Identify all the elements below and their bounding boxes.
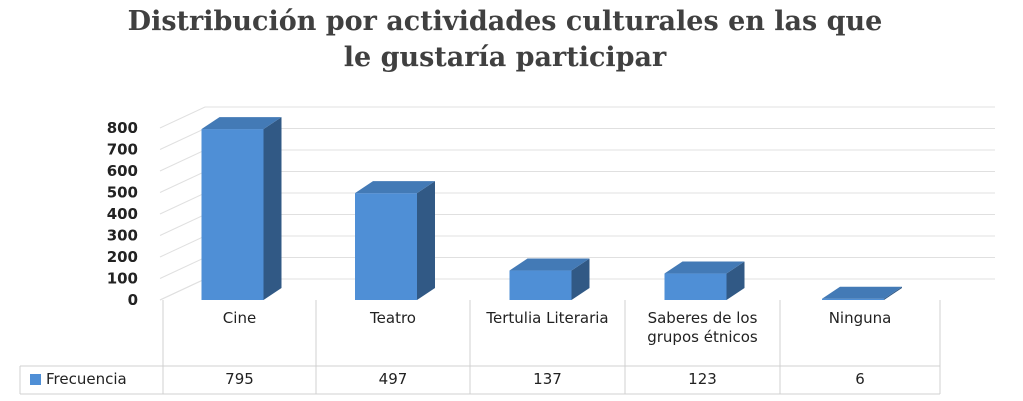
y-tick-label: 500 — [107, 184, 138, 202]
category-label: Tertulia Literaria — [486, 309, 609, 327]
grid-line-segment — [159, 214, 995, 236]
grid-line-segment — [159, 149, 995, 172]
grid-line — [159, 149, 995, 172]
bar-front — [201, 129, 264, 300]
bar — [509, 258, 590, 300]
grid-line — [159, 192, 995, 215]
bar-top — [201, 117, 282, 130]
bar — [201, 117, 282, 300]
bar — [822, 286, 902, 300]
grid-line-segment — [159, 171, 995, 193]
grid-line-segment — [159, 235, 995, 258]
y-tick-label: 800 — [107, 119, 138, 137]
grid-line — [159, 171, 995, 193]
grid-line — [159, 106, 995, 129]
bar-side — [884, 286, 902, 300]
grid-line-segment — [159, 192, 995, 215]
bar-front — [509, 270, 572, 300]
chart-title: le gustaría participar — [344, 42, 667, 73]
y-tick-label: 300 — [107, 227, 138, 245]
bar — [355, 181, 435, 300]
y-tick-label: 700 — [107, 141, 138, 159]
y-tick-label: 0 — [128, 291, 138, 309]
grid-line — [159, 235, 995, 258]
bar — [664, 261, 745, 300]
bar-front — [355, 193, 417, 300]
legend-label: Frecuencia — [46, 370, 127, 388]
y-tick-label: 200 — [107, 248, 138, 266]
grid-line — [159, 128, 995, 150]
grid-line-segment — [159, 106, 995, 129]
bar-top — [822, 286, 902, 299]
table-value: 497 — [378, 370, 408, 388]
y-tick-label: 400 — [107, 205, 138, 223]
bar-side — [726, 261, 745, 300]
bar-top — [509, 258, 590, 271]
legend-swatch — [30, 374, 41, 385]
chart-title: Distribución por actividades culturales … — [128, 6, 883, 37]
category-label: Saberes de los grupos étnicos — [647, 309, 758, 346]
bar-side — [263, 117, 282, 300]
category-label: Cine — [222, 309, 257, 327]
table-value: 137 — [533, 370, 562, 388]
table-value: 123 — [688, 370, 717, 388]
category-label: Ninguna — [828, 309, 892, 327]
grid-line-segment — [159, 128, 995, 150]
category-label: Teatro — [370, 309, 416, 327]
y-tick-label: 600 — [107, 162, 138, 180]
bar-side — [571, 258, 590, 300]
bar-side — [417, 181, 435, 300]
bar-top — [355, 181, 435, 194]
grid-line — [159, 214, 995, 236]
bar-front — [664, 273, 727, 300]
y-tick-label: 100 — [107, 270, 138, 288]
bar-top — [664, 261, 745, 274]
table-value: 6 — [855, 370, 865, 388]
table-value: 795 — [225, 370, 254, 388]
bar-front — [822, 298, 884, 300]
